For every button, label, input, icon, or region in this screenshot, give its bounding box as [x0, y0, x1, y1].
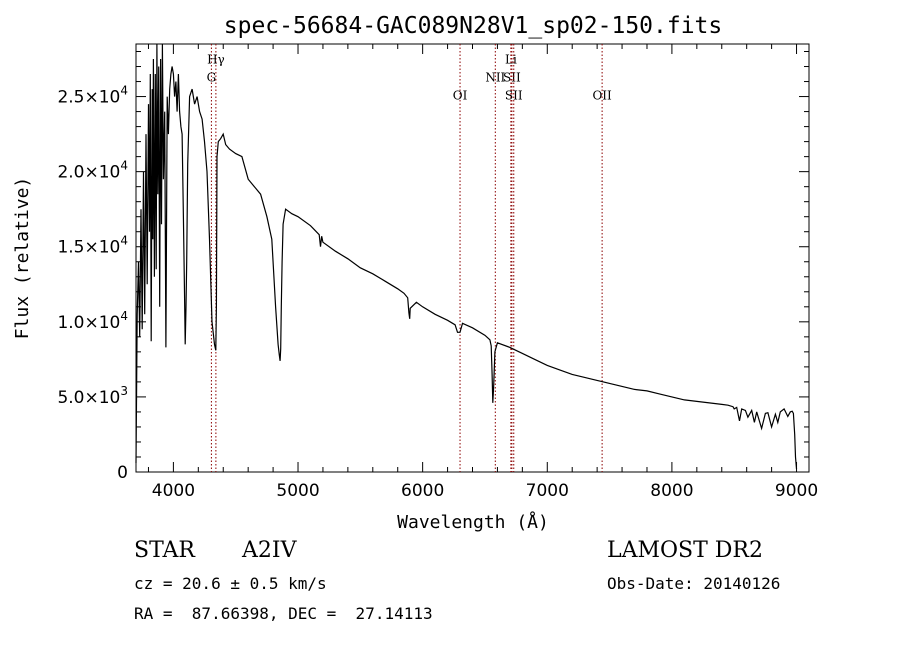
- y-tick-label: 2.0×104: [57, 159, 128, 183]
- emission-marker-label: Hγ: [207, 53, 225, 67]
- emission-marker-label: OI: [453, 89, 468, 103]
- x-tick-label: 6000: [401, 481, 444, 501]
- x-tick-label: 8000: [650, 481, 693, 501]
- emission-marker-label: OII: [592, 89, 612, 103]
- object-class: STAR: [134, 538, 195, 563]
- y-axis: 0 5.0×103 1.0×104 1.5×104 2.0×104 2.5×104: [57, 51, 809, 483]
- coordinates: RA = 87.66398, DEC = 27.14113: [134, 604, 433, 623]
- y-axis-label: Flux (relative): [12, 177, 33, 340]
- y-tick-label: 2.5×104: [57, 84, 128, 108]
- y-tick-label: 1.5×104: [57, 234, 128, 258]
- emission-marker-label: NII: [485, 71, 505, 85]
- emission-marker-label: SII: [503, 71, 521, 85]
- emission-marker-label: Li: [505, 53, 517, 67]
- spectrum-line: [135, 43, 798, 470]
- x-tick-label: 7000: [526, 481, 569, 501]
- x-axis-label: Wavelength (Å): [397, 511, 549, 533]
- x-tick-label: 5000: [276, 481, 319, 501]
- obs-date: Obs-Date: 20140126: [607, 574, 781, 593]
- y-tick-label: 5.0×103: [57, 384, 128, 408]
- x-axis: 4000 5000 6000 7000 8000 9000: [147, 44, 818, 501]
- y-tick-label: 1.0×104: [57, 309, 128, 333]
- object-subclass: A2IV: [242, 538, 297, 563]
- redshift-value: cz = 20.6 ± 0.5 km/s: [134, 574, 327, 593]
- x-tick-label: 9000: [775, 481, 818, 501]
- emission-marker-label: SII: [505, 89, 523, 103]
- survey-name: LAMOST DR2: [607, 538, 763, 563]
- y-tick-label: 0: [117, 463, 128, 483]
- emission-marker-label: G: [207, 71, 217, 85]
- x-tick-label: 4000: [152, 481, 195, 501]
- chart-title: spec-56684-GAC089N28V1_sp02-150.fits: [224, 13, 723, 39]
- plot-frame: [135, 43, 810, 473]
